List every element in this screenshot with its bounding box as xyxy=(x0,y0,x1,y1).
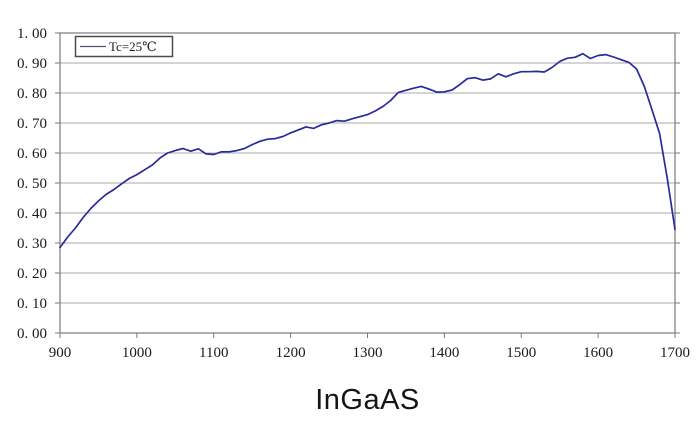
legend-box xyxy=(74,35,174,58)
axis-label-layer: 1. 00 0. 90 0. 80 0. 70 0. 60 0. 50 0. 40 0. 30… xyxy=(17,26,690,361)
y-tick-label: 0. 60 xyxy=(17,146,47,162)
y-tick-label: 0. 30 xyxy=(17,236,47,252)
y-tick-label: 0. 50 xyxy=(17,176,47,192)
y-tick-label: 0. 70 xyxy=(17,116,47,132)
tick-layer xyxy=(55,32,680,338)
y-tick-label: 0. 40 xyxy=(17,206,47,222)
x-tick-label: 900 xyxy=(49,345,72,361)
y-tick-label: 1. 00 xyxy=(17,26,47,42)
y-tick-label: 0. 00 xyxy=(17,326,47,342)
y-tick-label: 0. 20 xyxy=(17,266,47,282)
legend: Tc=25℃ xyxy=(74,35,174,58)
x-tick-label: 1400 xyxy=(429,345,459,361)
x-tick-label: 1000 xyxy=(122,345,152,361)
x-tick-label: 1700 xyxy=(660,345,690,361)
x-tick-label: 1500 xyxy=(506,345,536,361)
series-line xyxy=(59,52,676,249)
x-tick-label: 1300 xyxy=(353,345,383,361)
y-tick-label: 0. 80 xyxy=(17,86,47,102)
y-tick-label: 0. 90 xyxy=(17,56,47,72)
series-layer xyxy=(59,52,676,249)
x-tick-label: 1100 xyxy=(199,345,228,361)
legend-label: Tc=25℃ xyxy=(109,39,157,54)
y-tick-label: 0. 10 xyxy=(17,296,47,312)
x-tick-label: 1600 xyxy=(583,345,613,361)
x-tick-label: 1200 xyxy=(276,345,306,361)
chart-title: InGaAS xyxy=(315,384,420,416)
grid-layer xyxy=(59,32,676,334)
